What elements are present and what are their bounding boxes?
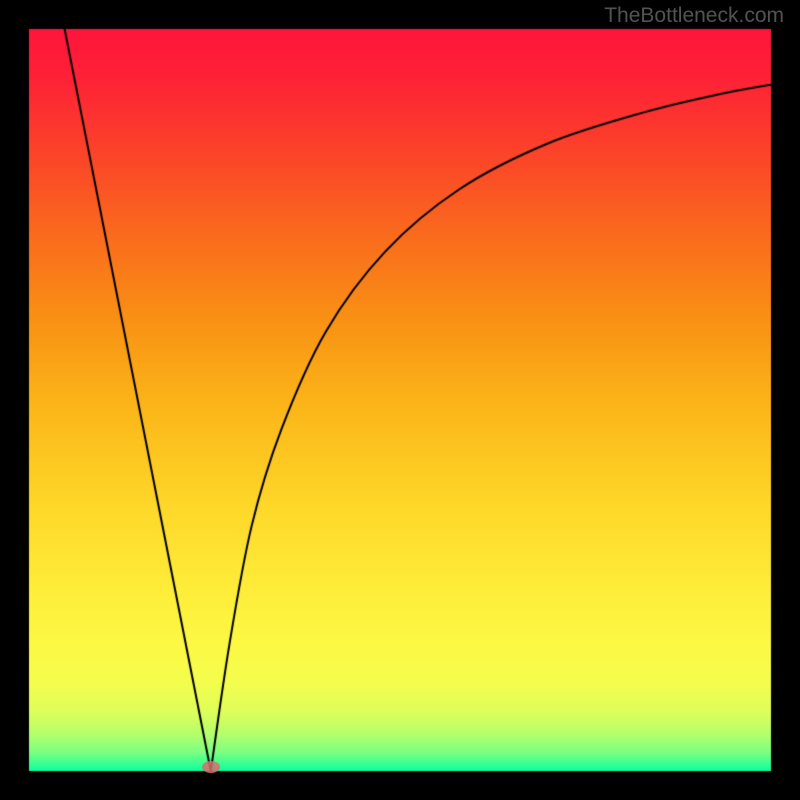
watermark-source-label: TheBottleneck.com bbox=[604, 4, 784, 28]
chart-stage: { "canvas": { "width": 800, "height": 80… bbox=[0, 0, 800, 800]
notch-marker bbox=[202, 761, 220, 773]
gradient-chart-canvas bbox=[0, 0, 800, 800]
